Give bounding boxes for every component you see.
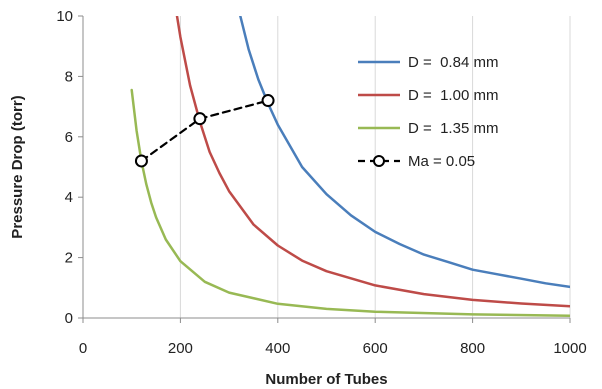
x-tick-label: 200 — [168, 340, 193, 357]
y-axis-title: Pressure Drop (torr) — [9, 95, 26, 238]
data-point-marker — [261, 94, 275, 108]
x-axis-title: Number of Tubes — [265, 371, 387, 388]
series-line-0 — [239, 16, 570, 289]
legend-marker — [373, 155, 385, 167]
y-tick-label: 4 — [65, 189, 73, 206]
data-point-marker — [193, 112, 207, 126]
legend-label-2: D = 1.35 mm — [408, 120, 498, 137]
y-tick-label: 0 — [65, 310, 73, 327]
data-point-marker — [134, 154, 148, 168]
legend-label-1: D = 1.00 mm — [408, 87, 498, 104]
y-tick-label: 6 — [65, 129, 73, 146]
tick-labels: 0 2 4 6 8 10 0 200 400 600 800 1000 — [56, 8, 586, 357]
x-tick-label: 400 — [265, 340, 290, 357]
series-line-2 — [130, 88, 570, 317]
series-markers — [134, 94, 275, 168]
y-tick-label: 10 — [56, 8, 73, 25]
x-tick-label: 1000 — [553, 340, 586, 357]
x-tick-label: 800 — [460, 340, 485, 357]
legend-label-0: D = 0.84 mm — [408, 54, 498, 71]
series-lines — [130, 16, 570, 317]
axes — [78, 15, 571, 323]
series-line-3 — [140, 99, 270, 163]
y-tick-label: 2 — [65, 250, 73, 267]
legend-label-3: Ma = 0.05 — [408, 153, 475, 170]
legend: D = 0.84 mm D = 1.00 mm D = 1.35 mm Ma = 0.… — [358, 54, 498, 170]
x-tick-label: 0 — [79, 340, 87, 357]
x-tick-label: 600 — [363, 340, 388, 357]
grid-lines — [179, 16, 571, 318]
series-line-1 — [175, 16, 570, 308]
y-tick-label: 8 — [65, 68, 73, 85]
